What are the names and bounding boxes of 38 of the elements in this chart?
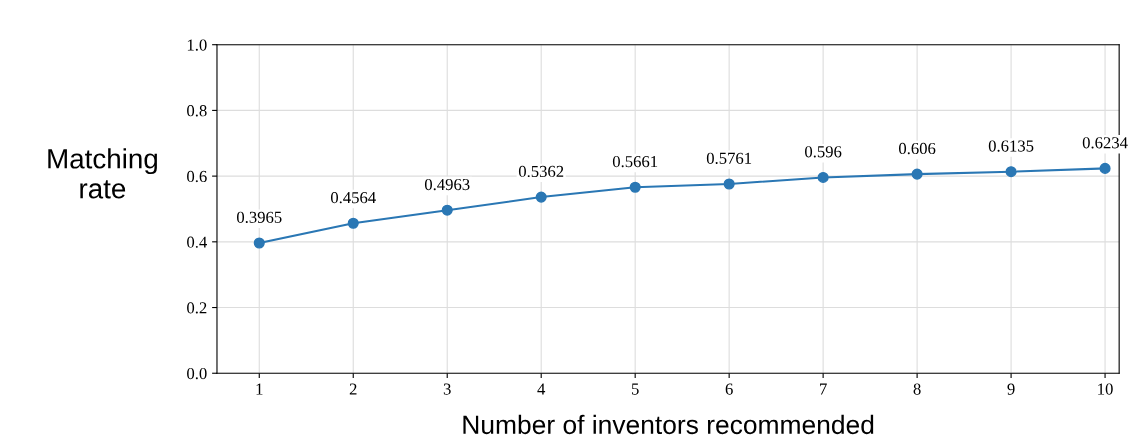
- point: [535, 191, 547, 203]
- y-tick-label: 0.8: [187, 105, 207, 117]
- point: [1099, 162, 1111, 174]
- data-label: 0.606: [898, 142, 936, 155]
- x-tick-label: 3: [443, 383, 451, 395]
- data-label: 0.6135: [988, 140, 1034, 152]
- x-axis-title: Number of inventors recommended: [463, 414, 874, 435]
- point: [723, 178, 735, 190]
- x-tick-label: 6: [725, 383, 733, 395]
- x-tick-label: 8: [913, 383, 921, 395]
- data-label: 0.3965: [236, 211, 282, 223]
- y-axis-title: Matching rate: [48, 148, 157, 199]
- y-tick-label: 0.6: [187, 170, 207, 183]
- y-tick-label: 0.4: [187, 236, 207, 248]
- data-label: 0.4564: [330, 192, 376, 204]
- x-tick-label: 2: [349, 383, 357, 395]
- x-tick-label: 1: [256, 383, 263, 395]
- data-label: 0.5661: [612, 155, 658, 168]
- x-tick-label: 5: [631, 383, 639, 395]
- x-tick-label: 7: [820, 383, 827, 395]
- data-label: 0.6234: [1082, 137, 1128, 149]
- data-label: 0.5362: [518, 165, 564, 178]
- x-tick-label: 10: [1098, 383, 1113, 395]
- y-tick-label: 0.2: [187, 302, 207, 314]
- point: [817, 171, 829, 183]
- data-label: 0.596: [805, 146, 842, 158]
- y-tick-label: 1.0: [187, 39, 207, 51]
- point: [347, 217, 359, 229]
- point: [441, 204, 453, 216]
- x-tick-label: 9: [1007, 383, 1015, 395]
- point: [1005, 166, 1017, 178]
- data-label: 0.5761: [706, 152, 752, 164]
- x-tick-label: 4: [537, 383, 546, 395]
- point: [911, 168, 923, 180]
- y-tick-label: 0.0: [187, 367, 207, 380]
- data-label: 0.4963: [424, 178, 470, 191]
- point: [629, 181, 641, 193]
- point: [253, 237, 265, 249]
